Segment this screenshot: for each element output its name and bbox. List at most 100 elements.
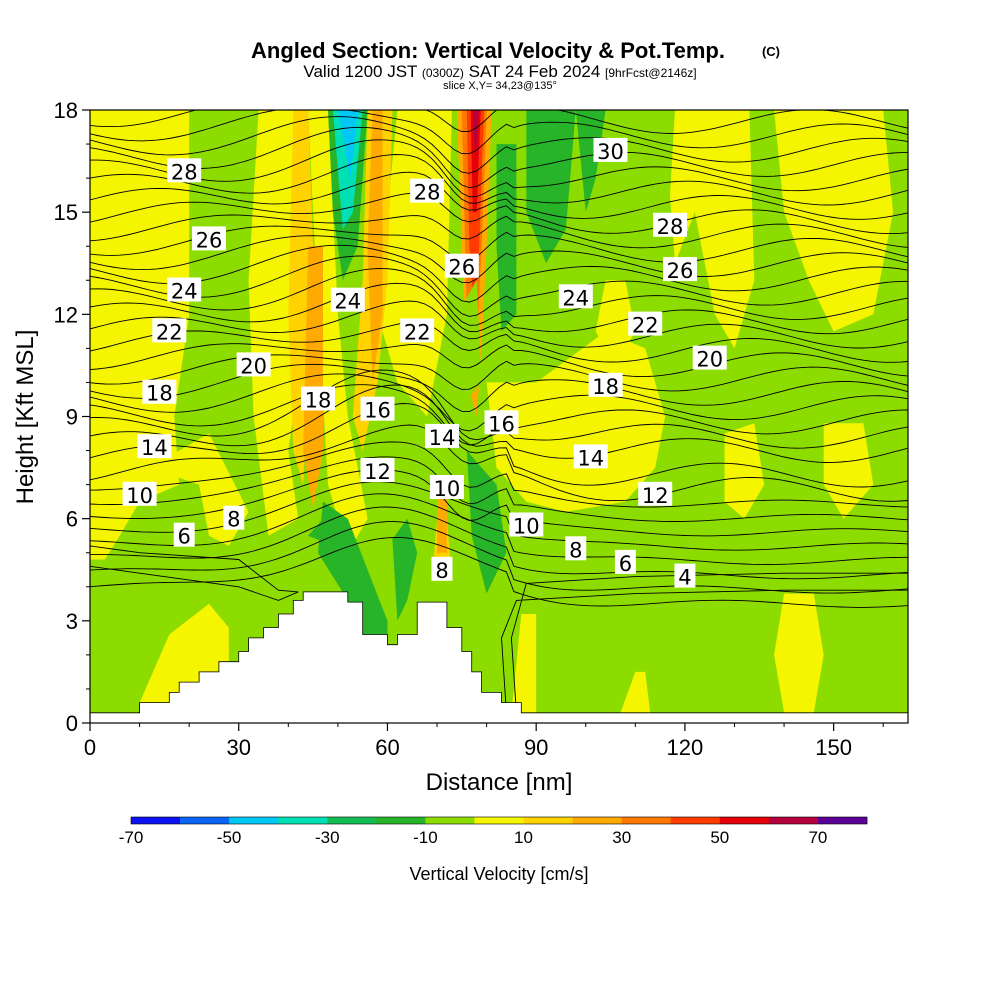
isentrope-label: 16 bbox=[360, 396, 395, 423]
colorbar-bin bbox=[180, 817, 230, 824]
valid-utc: (0300Z) bbox=[422, 66, 464, 80]
valid-prefix: Valid 1200 JST bbox=[303, 62, 417, 81]
isentrope-label: 10 bbox=[509, 512, 544, 539]
x-tick-label: 60 bbox=[375, 735, 399, 760]
isentrope-label: 8 bbox=[431, 556, 453, 583]
isentrope-line bbox=[90, 110, 908, 155]
isentrope-label-text: 14 bbox=[141, 436, 168, 460]
colorbar-bin bbox=[229, 817, 279, 824]
colorbar-bin bbox=[621, 817, 672, 824]
main-updraft bbox=[472, 110, 479, 162]
isentrope-label: 24 bbox=[167, 277, 202, 304]
downdraft-region bbox=[308, 518, 368, 601]
forecast-tag: [9hrFcst@2146z] bbox=[605, 66, 697, 80]
isentrope-line bbox=[90, 214, 908, 249]
isentrope-label: 18 bbox=[142, 379, 177, 406]
colorbar-bin bbox=[768, 817, 819, 824]
isentrope-label-text: 4 bbox=[678, 566, 691, 590]
colorbar-tick-label: 30 bbox=[612, 828, 631, 847]
isentrope-label: 10 bbox=[429, 475, 464, 501]
isentrope-line bbox=[90, 384, 908, 463]
isentrope-line bbox=[90, 506, 908, 580]
colorbar-tick-label: -10 bbox=[413, 828, 438, 847]
x-tick-label: 120 bbox=[667, 735, 704, 760]
colorbar-tick-label: -70 bbox=[119, 828, 144, 847]
downdraft-region bbox=[318, 501, 388, 645]
isentrope-label: 8 bbox=[223, 505, 245, 532]
colorbar-tick-label: 10 bbox=[514, 828, 533, 847]
y-axis-label: Height [Kft MSL] bbox=[12, 330, 39, 505]
chart-title: Angled Section: Vertical Velocity & Pot.… bbox=[251, 38, 725, 63]
isentrope-line bbox=[90, 321, 908, 363]
isentrope-line bbox=[90, 441, 908, 508]
isentrope-line bbox=[510, 572, 908, 713]
isentrope-line bbox=[90, 116, 908, 174]
isentrope-line bbox=[90, 537, 908, 608]
isentrope-label-text: 10 bbox=[434, 477, 461, 501]
x-tick-label: 150 bbox=[815, 735, 852, 760]
isentrope-label: 22 bbox=[152, 318, 187, 344]
isentrope-line bbox=[90, 493, 908, 565]
isentrope-label: 14 bbox=[573, 444, 608, 470]
y-tick-label: 15 bbox=[54, 200, 78, 225]
updraft-region bbox=[308, 110, 368, 553]
valid-date: SAT 24 Feb 2024 bbox=[469, 62, 601, 81]
isentrope-line bbox=[90, 192, 908, 235]
isentrope-label: 18 bbox=[588, 372, 623, 399]
colorbar-bin bbox=[523, 817, 573, 824]
isentrope-label-text: 8 bbox=[227, 508, 240, 532]
isentrope-label: 24 bbox=[558, 284, 593, 310]
colorbar-tick-label: -30 bbox=[315, 828, 340, 847]
isentrope-line bbox=[90, 139, 908, 198]
isentrope-label: 26 bbox=[444, 253, 479, 280]
colorbar-bin bbox=[817, 817, 868, 824]
isentrope-label-text: 14 bbox=[577, 446, 604, 470]
slice-info: slice X,Y= 34,23@135° bbox=[443, 80, 557, 92]
updraft-core bbox=[367, 110, 383, 383]
isentrope-label-text: 26 bbox=[196, 228, 223, 252]
isentrope-label: 20 bbox=[692, 345, 727, 372]
isentrope-line bbox=[90, 225, 908, 263]
isentrope-label: 22 bbox=[400, 318, 435, 344]
isentrope-label-text: 10 bbox=[126, 484, 153, 508]
isentrope-label-text: 24 bbox=[562, 286, 589, 310]
isentrope-label: 16 bbox=[484, 410, 519, 436]
isentrope-line bbox=[90, 456, 908, 522]
updraft-region bbox=[595, 280, 636, 366]
isentrope-label: 26 bbox=[663, 257, 697, 283]
terrain-profile bbox=[90, 591, 908, 723]
isentrope-line bbox=[90, 244, 908, 303]
isentrope-label: 4 bbox=[674, 563, 696, 590]
x-tick-label: 0 bbox=[84, 735, 96, 760]
isentrope-label: 6 bbox=[614, 549, 636, 576]
colorbar-bin bbox=[327, 817, 377, 824]
colorbar-tick-label: 70 bbox=[808, 828, 827, 847]
isentrope-line bbox=[90, 126, 908, 189]
colorbar-bin bbox=[719, 817, 770, 824]
updraft-region bbox=[139, 603, 229, 703]
isentrope-line bbox=[90, 424, 908, 502]
isentrope-label-text: 20 bbox=[240, 354, 267, 378]
colorbar-bin bbox=[425, 817, 475, 824]
isentrope-line bbox=[90, 565, 299, 601]
isentrope-label-text: 30 bbox=[597, 140, 624, 164]
isentrope-line bbox=[90, 110, 908, 134]
isentrope-label: 22 bbox=[628, 311, 663, 338]
isentrope-label-text: 6 bbox=[178, 525, 191, 549]
colorbar-label: Vertical Velocity [cm/s] bbox=[409, 864, 588, 884]
colorbar-frame bbox=[130, 816, 868, 825]
isentrope-label-text: 18 bbox=[592, 375, 619, 399]
isentrope-label: 10 bbox=[122, 481, 157, 508]
isentrope-label-text: 26 bbox=[448, 256, 475, 280]
isentrope-labels: 28 26 24 22 20 18 14 10 6 8 24 18 16 12 22 14 10 8 28 26 30 2… bbox=[122, 137, 727, 590]
colorbar-bin bbox=[474, 817, 524, 824]
isentrope-label: 24 bbox=[330, 287, 365, 314]
axis-ticks: 0 30 60 90 120 150 0 3 6 9 12 15 18 bbox=[54, 98, 884, 760]
isentrope-label-text: 20 bbox=[696, 348, 723, 372]
isentrope-label: 12 bbox=[360, 458, 395, 484]
isentrope-label: 8 bbox=[565, 536, 587, 562]
downdraft-region bbox=[332, 110, 363, 230]
isentrope-line bbox=[501, 589, 908, 713]
updraft-region bbox=[823, 423, 874, 519]
downdraft-region bbox=[575, 110, 606, 213]
